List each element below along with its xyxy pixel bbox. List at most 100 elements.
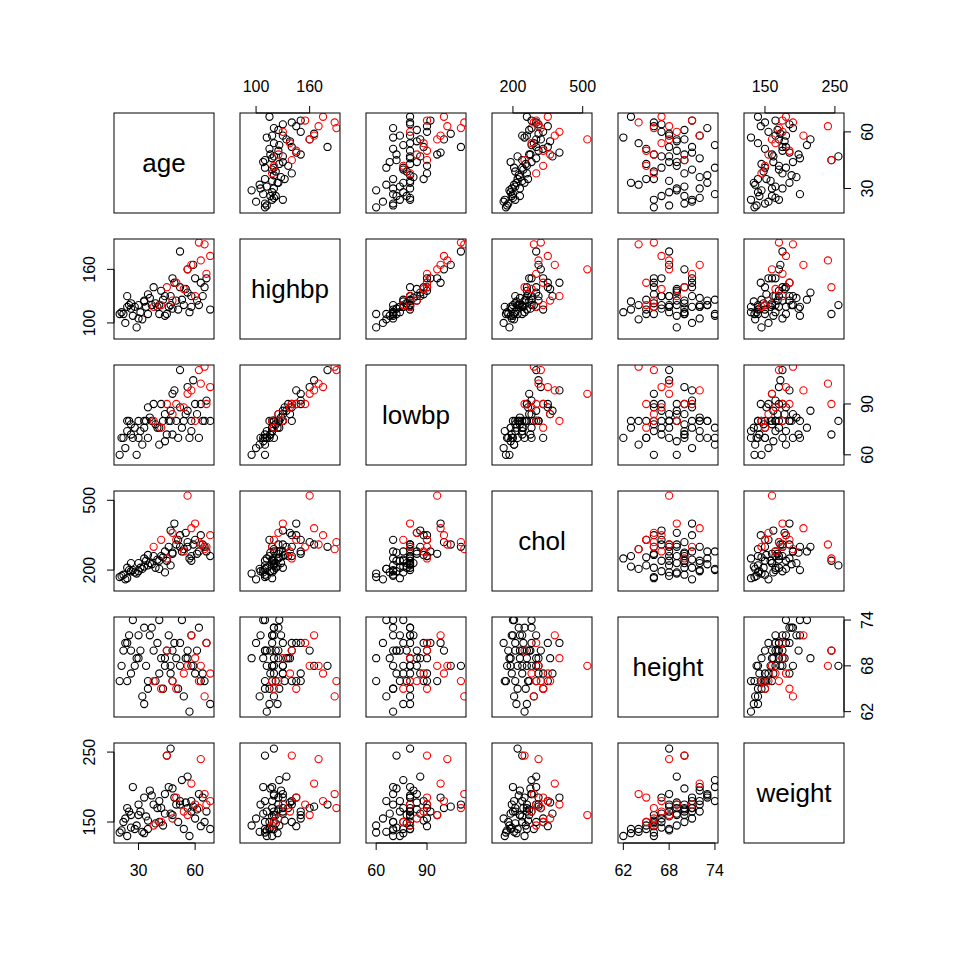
point: [333, 678, 340, 685]
point: [688, 198, 695, 205]
point: [144, 310, 151, 317]
point: [666, 366, 673, 373]
point: [765, 639, 772, 646]
point: [796, 566, 803, 573]
point: [775, 239, 782, 246]
point: [673, 569, 680, 576]
point: [789, 365, 796, 370]
points: [620, 365, 718, 458]
point: [169, 815, 176, 822]
point: [658, 293, 665, 300]
variable-label: chol: [518, 526, 566, 556]
point: [519, 310, 526, 317]
point: [184, 647, 191, 654]
point: [261, 164, 268, 171]
point: [248, 187, 255, 194]
point: [158, 536, 165, 543]
point: [508, 632, 515, 639]
point: [650, 428, 657, 435]
point: [281, 175, 288, 182]
point: [650, 390, 657, 397]
point: [704, 301, 711, 308]
point: [627, 563, 634, 570]
point: [406, 293, 413, 300]
point: [197, 541, 204, 548]
point: [658, 293, 665, 300]
point: [800, 632, 807, 639]
point: [331, 546, 338, 553]
point: [116, 451, 123, 458]
point: [276, 141, 283, 148]
point: [406, 303, 413, 310]
point: [144, 551, 151, 558]
point: [261, 451, 268, 458]
point: [761, 162, 768, 169]
point: [201, 693, 208, 700]
point: [267, 151, 274, 158]
point: [420, 548, 427, 555]
point: [666, 143, 673, 150]
point: [293, 147, 300, 154]
point: [406, 284, 413, 291]
point: [658, 140, 665, 147]
point: [279, 639, 286, 646]
point: [772, 548, 779, 555]
point: [828, 431, 835, 438]
point: [711, 164, 718, 171]
points: [116, 492, 214, 583]
point: [658, 424, 665, 431]
point: [288, 157, 295, 164]
point: [627, 298, 634, 305]
point: [535, 380, 542, 387]
point: [156, 617, 163, 624]
point: [176, 366, 183, 373]
point: [195, 678, 202, 685]
point: [393, 647, 400, 654]
point: [540, 301, 547, 308]
point: [786, 417, 793, 424]
points: [620, 492, 718, 583]
point: [279, 670, 286, 677]
points: [500, 617, 591, 715]
point: [137, 647, 144, 654]
point: [173, 400, 180, 407]
point: [286, 670, 293, 677]
point: [188, 780, 195, 787]
point: [420, 678, 427, 685]
point: [666, 248, 673, 255]
point: [277, 632, 284, 639]
point: [293, 387, 300, 394]
panel-frame: [240, 365, 340, 465]
point: [824, 257, 831, 264]
point: [673, 312, 680, 319]
point: [673, 293, 680, 300]
point: [400, 662, 407, 669]
point: [528, 404, 535, 411]
point: [551, 632, 558, 639]
point: [688, 520, 695, 527]
point: [163, 555, 170, 562]
point: [315, 380, 322, 387]
panel-frame: [618, 113, 718, 213]
points: [373, 113, 466, 211]
point: [772, 117, 779, 124]
point: [658, 121, 665, 128]
point: [184, 266, 191, 273]
point: [116, 829, 123, 836]
point: [406, 655, 413, 662]
point: [551, 387, 558, 394]
point: [516, 655, 523, 662]
point: [413, 678, 420, 685]
point: [261, 157, 268, 164]
point: [275, 151, 282, 158]
point: [373, 324, 380, 331]
point: [696, 174, 703, 181]
point: [510, 617, 517, 624]
point: [267, 647, 274, 654]
point: [311, 387, 318, 394]
point: [643, 536, 650, 543]
point: [199, 293, 206, 300]
point: [688, 424, 695, 431]
point: [163, 647, 170, 654]
point: [635, 316, 642, 323]
